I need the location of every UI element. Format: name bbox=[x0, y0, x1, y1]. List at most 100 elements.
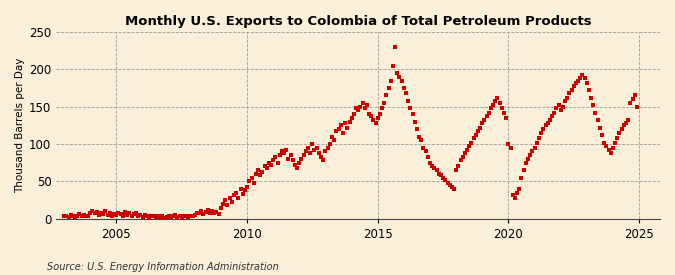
Point bbox=[566, 88, 577, 92]
Point bbox=[207, 208, 218, 213]
Point bbox=[387, 63, 398, 68]
Point bbox=[601, 143, 612, 148]
Point bbox=[274, 153, 285, 157]
Point bbox=[65, 213, 76, 217]
Point bbox=[427, 164, 437, 169]
Point bbox=[252, 168, 263, 172]
Point bbox=[605, 151, 616, 155]
Point bbox=[556, 108, 566, 112]
Point bbox=[551, 106, 562, 110]
Point bbox=[577, 73, 588, 78]
Point bbox=[501, 116, 512, 120]
Point bbox=[348, 112, 359, 116]
Point bbox=[126, 214, 137, 219]
Point bbox=[627, 97, 638, 101]
Point bbox=[196, 209, 207, 213]
Point bbox=[573, 78, 584, 83]
Point bbox=[135, 213, 146, 217]
Point bbox=[76, 214, 87, 219]
Point bbox=[590, 111, 601, 115]
Point bbox=[429, 166, 440, 170]
Point bbox=[510, 196, 520, 200]
Point bbox=[211, 210, 222, 214]
Point bbox=[224, 196, 235, 200]
Point bbox=[217, 202, 228, 206]
Point bbox=[490, 98, 501, 103]
Point bbox=[475, 125, 485, 130]
Point bbox=[333, 127, 344, 131]
Point bbox=[346, 116, 357, 120]
Point bbox=[524, 153, 535, 157]
Point bbox=[472, 128, 483, 133]
Point bbox=[122, 213, 133, 217]
Point bbox=[520, 161, 531, 165]
Point bbox=[268, 158, 279, 163]
Title: Monthly U.S. Exports to Colombia of Total Petroleum Products: Monthly U.S. Exports to Colombia of Tota… bbox=[125, 15, 591, 28]
Point bbox=[113, 211, 124, 215]
Point bbox=[305, 151, 316, 155]
Point bbox=[560, 98, 570, 103]
Point bbox=[377, 106, 387, 110]
Point bbox=[200, 210, 211, 214]
Point bbox=[568, 84, 579, 88]
Point bbox=[318, 158, 329, 163]
Point bbox=[103, 213, 113, 217]
Point bbox=[194, 211, 205, 215]
Point bbox=[477, 121, 487, 125]
Point bbox=[518, 168, 529, 172]
Point bbox=[394, 75, 405, 79]
Point bbox=[558, 104, 568, 109]
Point bbox=[107, 213, 117, 218]
Point bbox=[366, 113, 377, 118]
Point bbox=[338, 131, 348, 135]
Point bbox=[117, 213, 128, 218]
Point bbox=[309, 148, 320, 152]
Point bbox=[87, 209, 98, 213]
Point bbox=[554, 103, 564, 107]
Point bbox=[353, 108, 364, 112]
Point bbox=[248, 181, 259, 185]
Point bbox=[357, 101, 368, 105]
Point bbox=[342, 125, 352, 130]
Point bbox=[516, 175, 527, 180]
Point bbox=[505, 145, 516, 150]
Point bbox=[198, 212, 209, 216]
Point bbox=[396, 78, 407, 83]
Point bbox=[464, 143, 475, 148]
Point bbox=[440, 178, 451, 182]
Point bbox=[163, 214, 174, 219]
Point bbox=[174, 214, 185, 219]
Point bbox=[242, 185, 252, 189]
Point bbox=[183, 215, 194, 219]
Point bbox=[111, 213, 122, 217]
Point bbox=[139, 213, 150, 217]
Point bbox=[72, 213, 82, 218]
Point bbox=[277, 149, 288, 154]
Point bbox=[379, 101, 389, 105]
Point bbox=[137, 215, 148, 219]
Point bbox=[381, 93, 392, 98]
Point bbox=[144, 216, 155, 220]
Point bbox=[344, 119, 355, 124]
Point bbox=[522, 157, 533, 161]
Point bbox=[185, 214, 196, 219]
Point bbox=[468, 136, 479, 140]
Point bbox=[538, 127, 549, 131]
Point bbox=[579, 76, 590, 81]
Point bbox=[240, 188, 250, 192]
Point bbox=[435, 173, 446, 178]
Point bbox=[250, 172, 261, 176]
Point bbox=[96, 211, 107, 215]
Y-axis label: Thousand Barrels per Day: Thousand Barrels per Day bbox=[15, 58, 25, 193]
Point bbox=[124, 211, 135, 216]
Point bbox=[78, 213, 89, 217]
Point bbox=[481, 113, 492, 118]
Point bbox=[246, 175, 257, 180]
Point bbox=[405, 106, 416, 110]
Point bbox=[320, 149, 331, 154]
Point bbox=[412, 127, 423, 131]
Point bbox=[335, 123, 346, 128]
Point bbox=[497, 106, 508, 110]
Point bbox=[220, 198, 231, 202]
Point bbox=[142, 214, 153, 219]
